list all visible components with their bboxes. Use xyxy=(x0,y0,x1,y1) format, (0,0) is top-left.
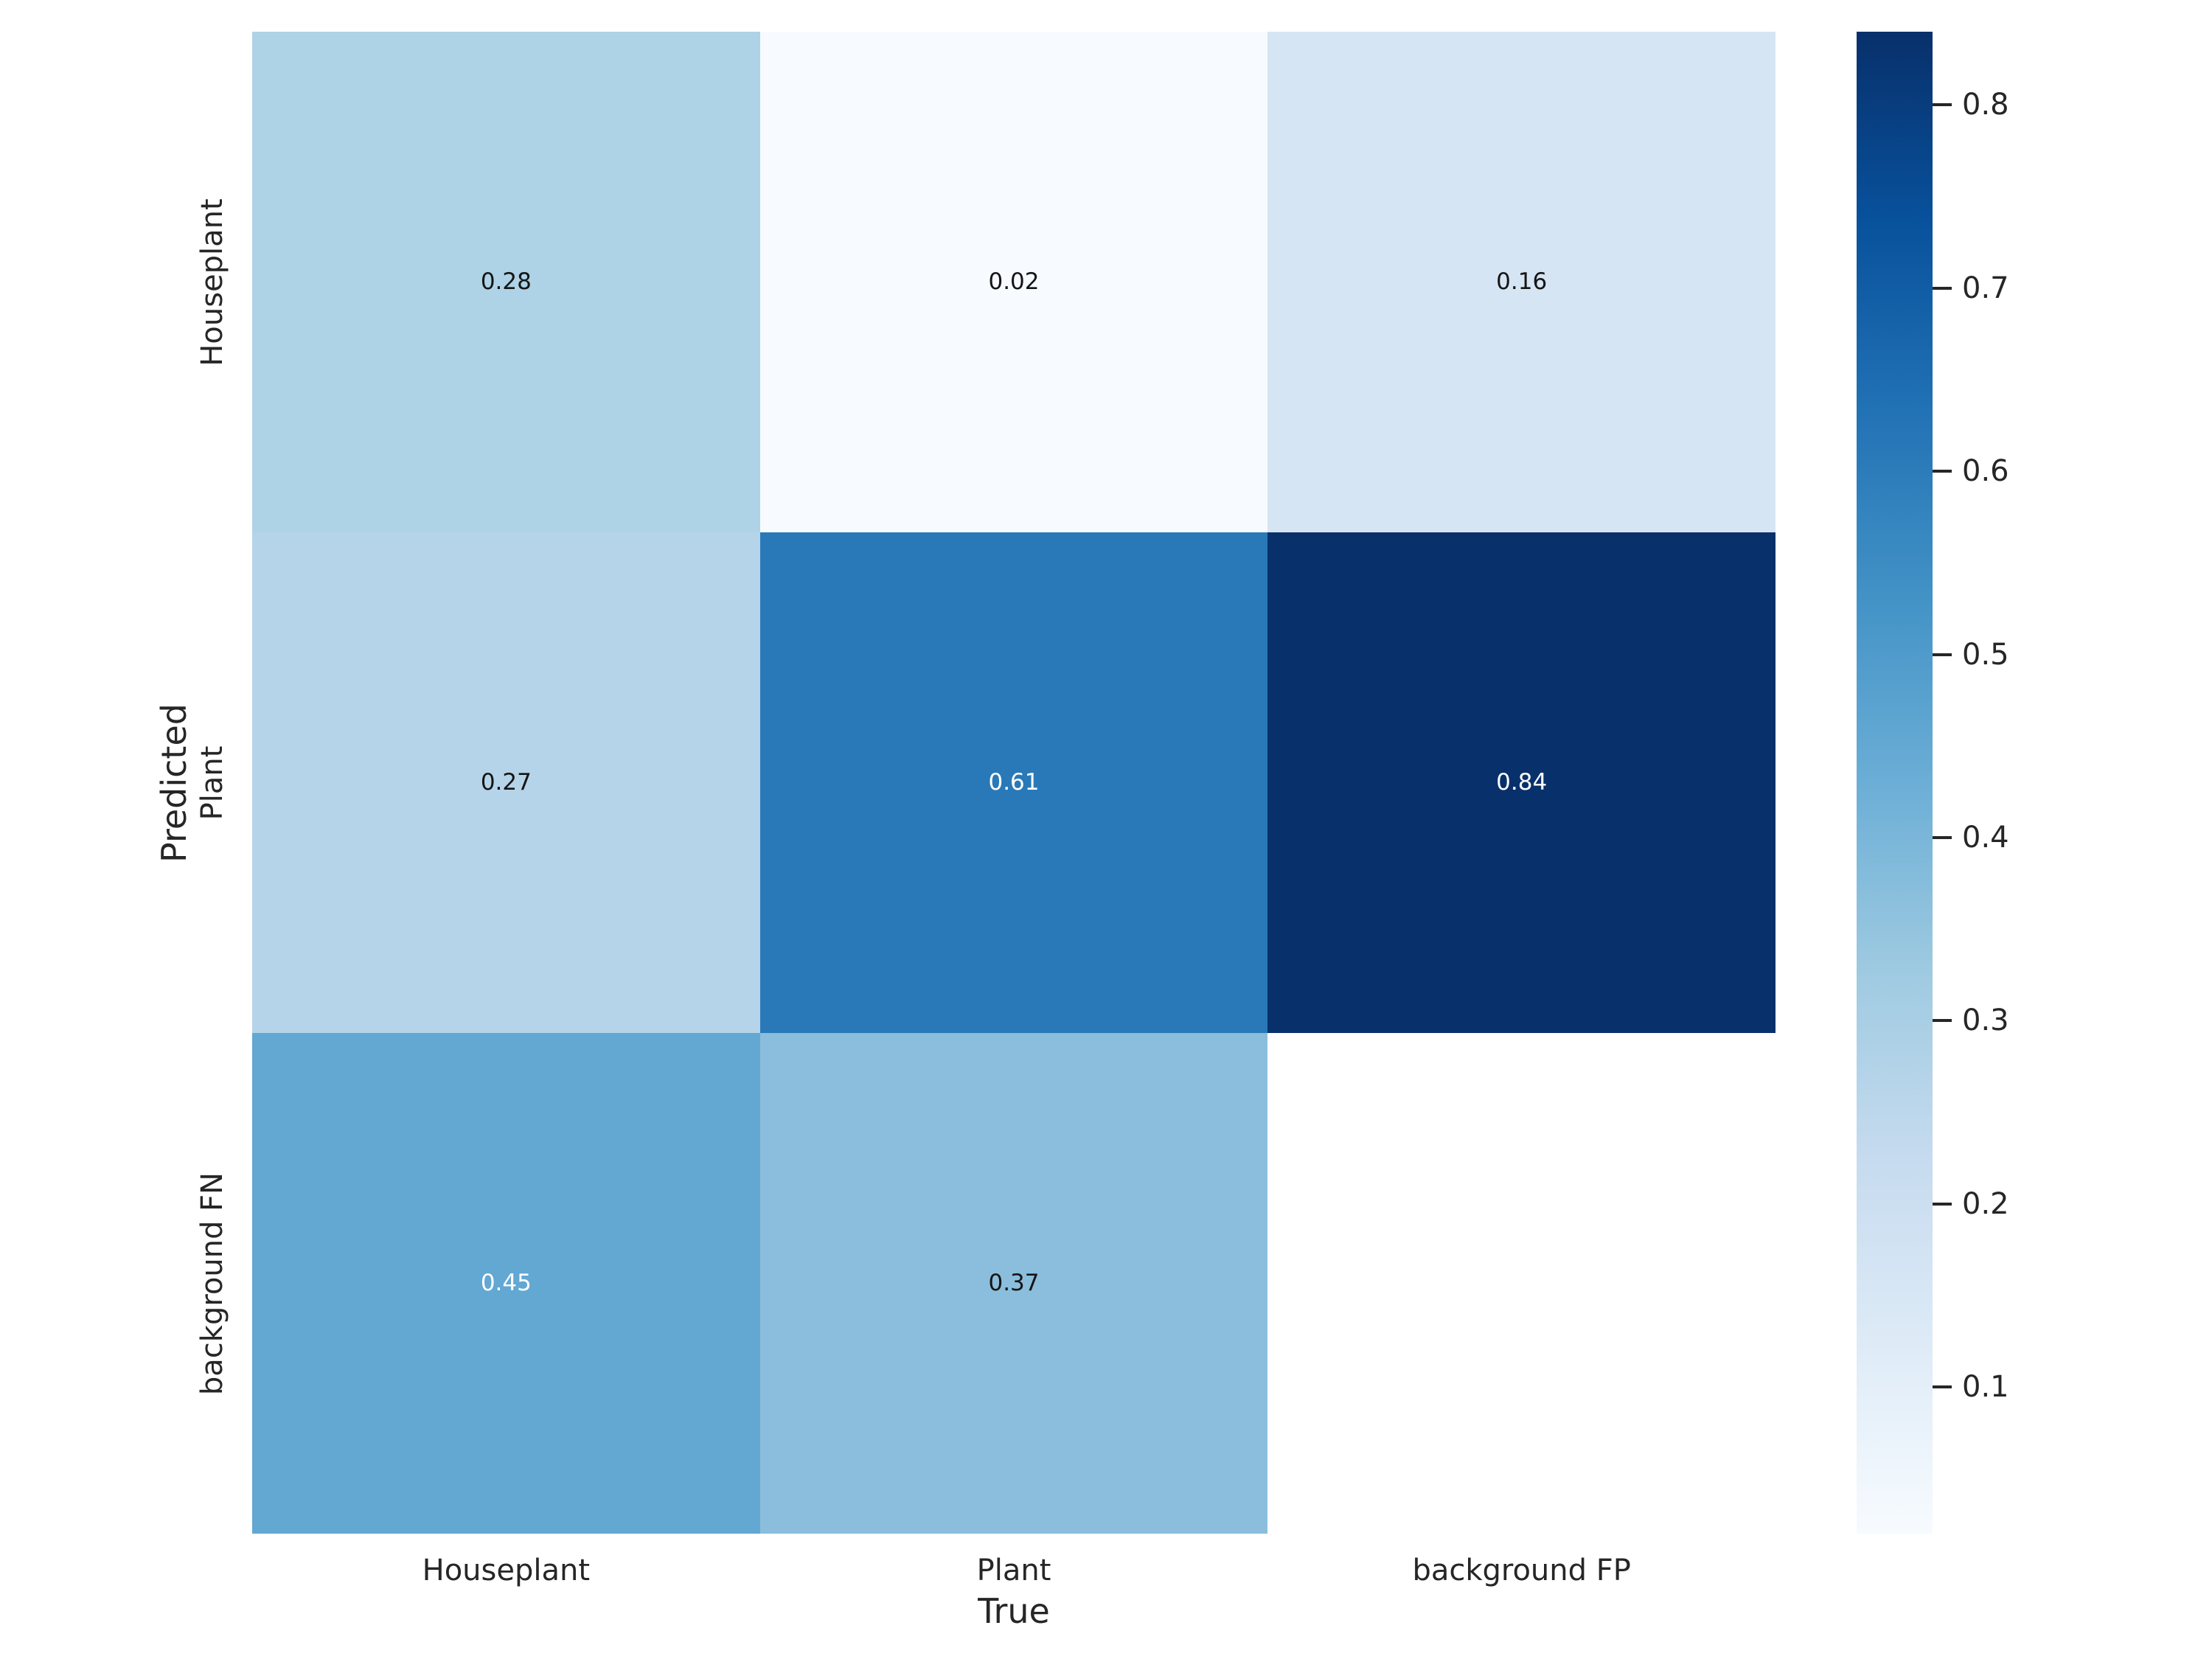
cell-value-label: 0.37 xyxy=(988,1270,1040,1296)
colorbar-tick-mark-3 xyxy=(1933,653,1952,656)
colorbar-tick-mark-1 xyxy=(1933,286,1952,290)
heatmap-cell-r0c2: 0.16 xyxy=(1267,32,1775,532)
cell-value-label: 0.16 xyxy=(1496,268,1548,295)
y-tick-label-0: Houseplant xyxy=(195,198,229,366)
colorbar-tick-mark-5 xyxy=(1933,1019,1952,1023)
colorbar-tick-label-7: 0.1 xyxy=(1962,1370,2009,1405)
colorbar-tick-mark-0 xyxy=(1933,103,1952,107)
colorbar-tick-label-0: 0.8 xyxy=(1962,88,2009,122)
cell-value-label: 0.28 xyxy=(480,268,532,295)
cell-value-label: 0.27 xyxy=(480,769,532,796)
colorbar-tick-label-2: 0.6 xyxy=(1962,454,2009,489)
colorbar-tick-mark-6 xyxy=(1933,1202,1952,1206)
heatmap-cell-r1c2: 0.84 xyxy=(1267,532,1775,1033)
colorbar-tick-mark-4 xyxy=(1933,836,1952,840)
cell-value-label: 0.61 xyxy=(988,769,1040,796)
cell-value-label: 0.02 xyxy=(988,268,1040,295)
colorbar-tick-mark-7 xyxy=(1933,1385,1952,1389)
heatmap-cell-r0c1: 0.02 xyxy=(759,32,1268,532)
x-tick-label-2: background FP xyxy=(1412,1554,1631,1587)
x-axis-label: True xyxy=(978,1591,1050,1631)
cell-value-label: 0.45 xyxy=(480,1270,532,1296)
x-tick-label-0: Houseplant xyxy=(422,1554,591,1587)
colorbar-tick-mark-2 xyxy=(1933,470,1952,473)
heatmap-cell-r0c0: 0.28 xyxy=(252,32,760,532)
colorbar-tick-label-1: 0.7 xyxy=(1962,271,2009,305)
colorbar-tick-label-3: 0.5 xyxy=(1962,637,2009,672)
colorbar-tick-label-5: 0.3 xyxy=(1962,1004,2009,1038)
heatmap-cell-r1c1: 0.61 xyxy=(759,532,1268,1033)
y-axis-label: Predicted xyxy=(154,703,194,863)
colorbar-tick-label-4: 0.4 xyxy=(1962,821,2009,855)
y-tick-label-2: background FN xyxy=(195,1172,229,1395)
colorbar xyxy=(1857,32,1933,1534)
heatmap-cell-r1c0: 0.27 xyxy=(252,532,760,1033)
y-tick-label-1: Plant xyxy=(195,745,229,820)
colorbar-tick-label-6: 0.2 xyxy=(1962,1186,2009,1221)
heatmap-cell-r2c0: 0.45 xyxy=(252,1033,760,1534)
cell-value-label: 0.84 xyxy=(1496,769,1548,796)
heatmap-cell-r2c1: 0.37 xyxy=(759,1033,1268,1534)
x-tick-label-1: Plant xyxy=(976,1554,1051,1587)
